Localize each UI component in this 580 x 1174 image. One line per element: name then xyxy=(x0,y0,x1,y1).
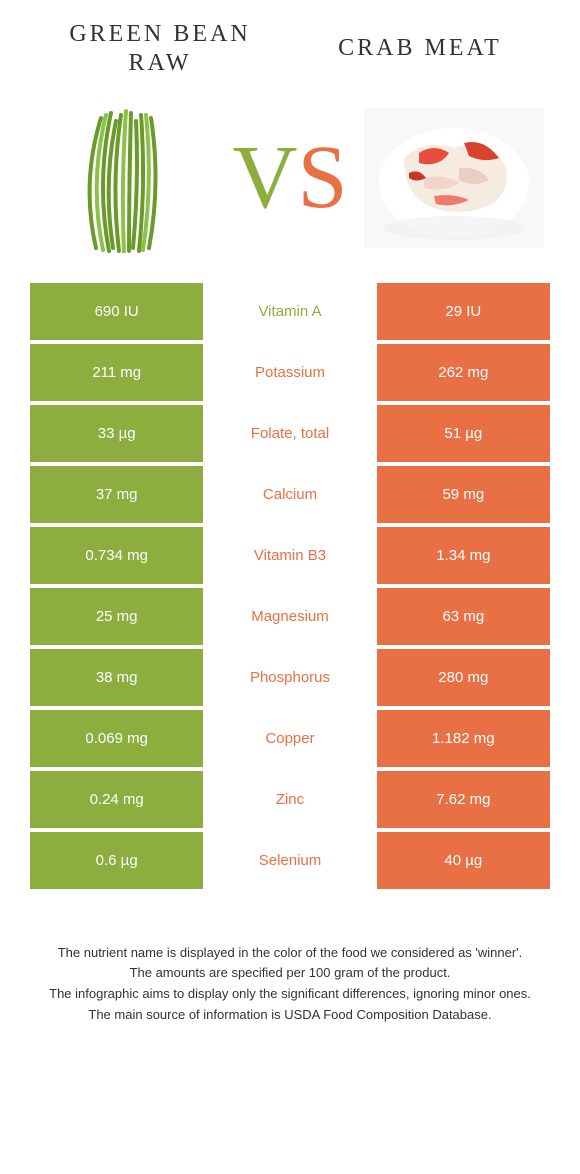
nutrient-row: 0.6 µgSelenium40 µg xyxy=(30,832,550,889)
left-value-cell: 211 mg xyxy=(30,344,203,401)
right-value-cell: 7.62 mg xyxy=(377,771,550,828)
nutrient-row: 33 µgFolate, total51 µg xyxy=(30,405,550,462)
nutrient-name-cell: Copper xyxy=(203,710,376,767)
images-row: VS xyxy=(0,88,580,283)
left-value-cell: 0.734 mg xyxy=(30,527,203,584)
left-food-title-line1: GREEN BEAN xyxy=(30,20,290,49)
right-food-title: CRAB MEAT xyxy=(290,34,550,63)
left-value-cell: 25 mg xyxy=(30,588,203,645)
nutrient-name-cell: Magnesium xyxy=(203,588,376,645)
left-value-cell: 33 µg xyxy=(30,405,203,462)
nutrient-name-cell: Folate, total xyxy=(203,405,376,462)
header-row: GREEN BEAN RAW CRAB MEAT xyxy=(0,0,580,88)
nutrient-name-cell: Phosphorus xyxy=(203,649,376,706)
left-food-image xyxy=(30,98,222,258)
footer-notes: The nutrient name is displayed in the co… xyxy=(0,913,580,1046)
right-value-cell: 63 mg xyxy=(377,588,550,645)
footer-line-4: The main source of information is USDA F… xyxy=(40,1005,540,1026)
nutrient-row: 0.24 mgZinc7.62 mg xyxy=(30,771,550,828)
right-food-image xyxy=(358,98,550,258)
left-title-cell: GREEN BEAN RAW xyxy=(30,20,290,78)
right-value-cell: 51 µg xyxy=(377,405,550,462)
right-value-cell: 1.34 mg xyxy=(377,527,550,584)
nutrient-row: 690 IUVitamin A29 IU xyxy=(30,283,550,340)
nutrient-row: 211 mgPotassium262 mg xyxy=(30,344,550,401)
left-value-cell: 0.24 mg xyxy=(30,771,203,828)
nutrient-row: 0.734 mgVitamin B31.34 mg xyxy=(30,527,550,584)
nutrient-row: 38 mgPhosphorus280 mg xyxy=(30,649,550,706)
left-value-cell: 37 mg xyxy=(30,466,203,523)
nutrient-name-cell: Zinc xyxy=(203,771,376,828)
footer-line-2: The amounts are specified per 100 gram o… xyxy=(40,963,540,984)
nutrient-name-cell: Vitamin A xyxy=(203,283,376,340)
right-value-cell: 59 mg xyxy=(377,466,550,523)
vs-label: VS xyxy=(232,126,347,229)
left-value-cell: 0.6 µg xyxy=(30,832,203,889)
nutrient-name-cell: Calcium xyxy=(203,466,376,523)
left-value-cell: 38 mg xyxy=(30,649,203,706)
footer-line-3: The infographic aims to display only the… xyxy=(40,984,540,1005)
right-value-cell: 40 µg xyxy=(377,832,550,889)
nutrient-row: 0.069 mgCopper1.182 mg xyxy=(30,710,550,767)
nutrient-name-cell: Selenium xyxy=(203,832,376,889)
nutrient-name-cell: Potassium xyxy=(203,344,376,401)
right-value-cell: 29 IU xyxy=(377,283,550,340)
vs-v-letter: V xyxy=(232,128,297,227)
green-beans-icon xyxy=(61,103,191,253)
vs-s-letter: S xyxy=(297,128,347,227)
footer-line-1: The nutrient name is displayed in the co… xyxy=(40,943,540,964)
right-value-cell: 280 mg xyxy=(377,649,550,706)
right-value-cell: 262 mg xyxy=(377,344,550,401)
left-food-title-line2: RAW xyxy=(30,49,290,78)
right-value-cell: 1.182 mg xyxy=(377,710,550,767)
nutrient-row: 37 mgCalcium59 mg xyxy=(30,466,550,523)
left-value-cell: 0.069 mg xyxy=(30,710,203,767)
crab-meat-icon xyxy=(364,108,544,248)
nutrient-row: 25 mgMagnesium63 mg xyxy=(30,588,550,645)
right-title-cell: CRAB MEAT xyxy=(290,20,550,78)
left-value-cell: 690 IU xyxy=(30,283,203,340)
nutrient-table: 690 IUVitamin A29 IU211 mgPotassium262 m… xyxy=(0,283,580,913)
nutrient-name-cell: Vitamin B3 xyxy=(203,527,376,584)
